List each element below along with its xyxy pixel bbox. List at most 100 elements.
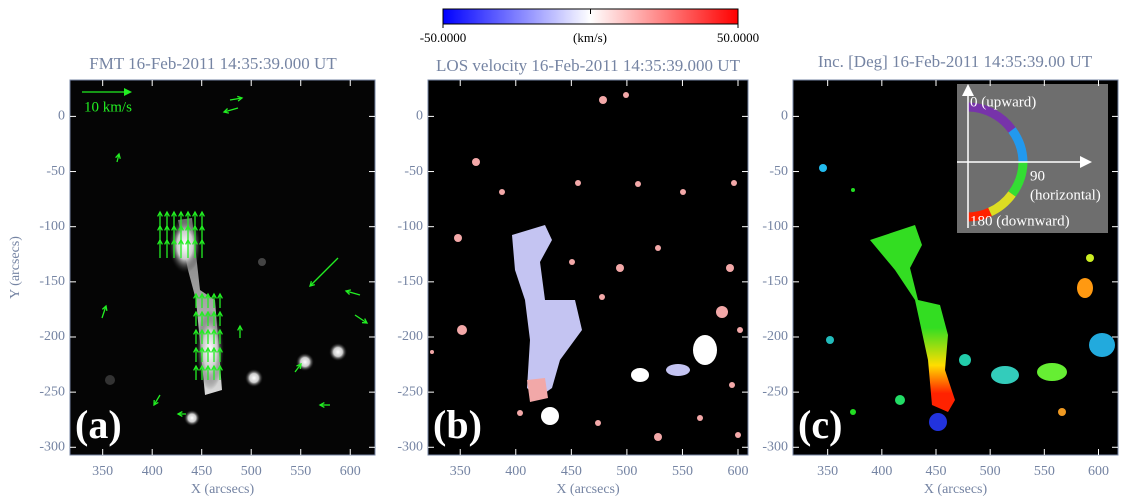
vector-arrow-head: [185, 210, 191, 217]
x-tick-label: 600: [340, 464, 361, 479]
vector-arrow-head: [199, 292, 205, 299]
x-tick-label: 400: [505, 464, 526, 479]
vector-arrow-head: [192, 238, 198, 245]
vector-arrow: [116, 153, 120, 163]
y-tick-label: -300: [762, 439, 788, 454]
colorbar-tick-label: 50.0000: [717, 30, 759, 45]
scale-arrow-head: [124, 88, 132, 96]
y-tick-label: -100: [397, 219, 423, 234]
x-tick-label: 550: [672, 464, 693, 479]
vector-arrow-head: [205, 292, 211, 299]
vector-arrow-head: [178, 238, 184, 245]
annotation: 180 (downward): [970, 213, 1070, 229]
vector-arrow: [309, 257, 339, 287]
vector-arrow-head: [153, 399, 159, 407]
y-tick-label: 0: [58, 109, 65, 124]
vector-arrow-head: [217, 364, 223, 371]
y-tick-label: 0: [416, 109, 423, 124]
y-tick-label: -200: [39, 329, 65, 344]
y-tick-label: 0: [781, 109, 788, 124]
vector-arrow-head: [217, 292, 223, 299]
image-background: [70, 80, 375, 455]
y-tick-label: -150: [39, 274, 65, 289]
y-tick-label: -300: [397, 439, 423, 454]
vector-arrow-head: [211, 328, 217, 335]
vector-arrow-head: [193, 346, 199, 353]
panel-label: (b): [433, 402, 482, 447]
vector-arrow-head: [115, 152, 121, 160]
panel-label: (c): [798, 402, 842, 447]
vector-arrow-head: [185, 238, 191, 245]
plot-frame: [69, 79, 376, 456]
vector-arrow-head: [164, 210, 170, 217]
vector-arrow-head: [193, 328, 199, 335]
y-tick-label: -250: [397, 384, 423, 399]
vector-arrow-head: [199, 238, 205, 245]
x-tick-label: 350: [817, 464, 838, 479]
plot-frame: [792, 79, 1119, 456]
vector-arrow-head: [199, 224, 205, 231]
x-tick-label: 550: [290, 464, 311, 479]
y-tick-label: -250: [39, 384, 65, 399]
vector-arrow: [229, 97, 243, 101]
y-tick-label: -200: [762, 329, 788, 344]
vector-arrow: [294, 363, 302, 373]
vector-arrow-head: [171, 210, 177, 217]
y-tick-label: -150: [397, 274, 423, 289]
vector-arrow-head: [205, 310, 211, 317]
vector-arrow-head: [171, 238, 177, 245]
inclination-image: [819, 84, 1115, 431]
vector-arrow-head: [193, 310, 199, 317]
vector-arrow-head: [176, 411, 183, 417]
vector-arrow-head: [217, 346, 223, 353]
vector-arrow-head: [237, 324, 243, 331]
vector-arrow-head: [222, 108, 230, 114]
vector-arrow-head: [211, 310, 217, 317]
vector-arrow-head: [217, 310, 223, 317]
vector-arrow-head: [157, 210, 163, 217]
y-tick-label: -50: [404, 164, 423, 179]
vector-arrow-head: [344, 289, 352, 295]
y-tick-label: -300: [39, 439, 65, 454]
vector-arrow-head: [211, 292, 217, 299]
y-tick-label: -200: [397, 329, 423, 344]
los-velocity-image: [430, 92, 743, 441]
colorbar: (km/s): [442, 8, 739, 45]
x-tick-label: 500: [616, 464, 637, 479]
vector-arrow-head: [318, 402, 325, 408]
vector-arrow-head: [157, 238, 163, 245]
chart-title: LOS velocity 16-Feb-2011 14:35:39.000 UT: [436, 56, 741, 75]
vector-arrow-head: [199, 346, 205, 353]
vector-arrow: [345, 290, 361, 296]
x-axis-label: X (arcsecs): [924, 482, 988, 497]
vector-arrow-head: [199, 210, 205, 217]
annotation: 90: [1030, 168, 1045, 184]
vector-arrow-head: [199, 310, 205, 317]
vector-arrow-head: [193, 292, 199, 299]
vector-arrow-head: [205, 328, 211, 335]
y-tick-label: -250: [762, 384, 788, 399]
x-tick-label: 450: [926, 464, 947, 479]
vector-arrow: [101, 305, 107, 319]
x-tick-label: 500: [241, 464, 262, 479]
panel-label: (a): [75, 402, 122, 447]
vector-arrow-head: [193, 364, 199, 371]
vector-arrow-head: [171, 224, 177, 231]
x-tick-label: 450: [561, 464, 582, 479]
x-tick-label: 400: [142, 464, 163, 479]
vector-arrow: [354, 314, 368, 324]
chart-title: Inc. [Deg] 16-Feb-2011 14:35:39.00 UT: [818, 52, 1093, 71]
colorbar-tick-label: -50.0000: [420, 30, 467, 45]
y-tick-label: -100: [762, 219, 788, 234]
vector-arrow-head: [164, 238, 170, 245]
x-tick-label: 350: [92, 464, 113, 479]
vector-arrow-head: [296, 362, 302, 370]
vector-arrow-head: [192, 224, 198, 231]
vector-arrow-head: [309, 281, 315, 287]
y-tick-label: -50: [46, 164, 65, 179]
annotation: 10 km/s: [84, 99, 132, 115]
vector-arrow-head: [178, 210, 184, 217]
vector-arrow: [153, 394, 161, 406]
x-tick-label: 550: [1034, 464, 1055, 479]
vector-arrow-head: [205, 346, 211, 353]
